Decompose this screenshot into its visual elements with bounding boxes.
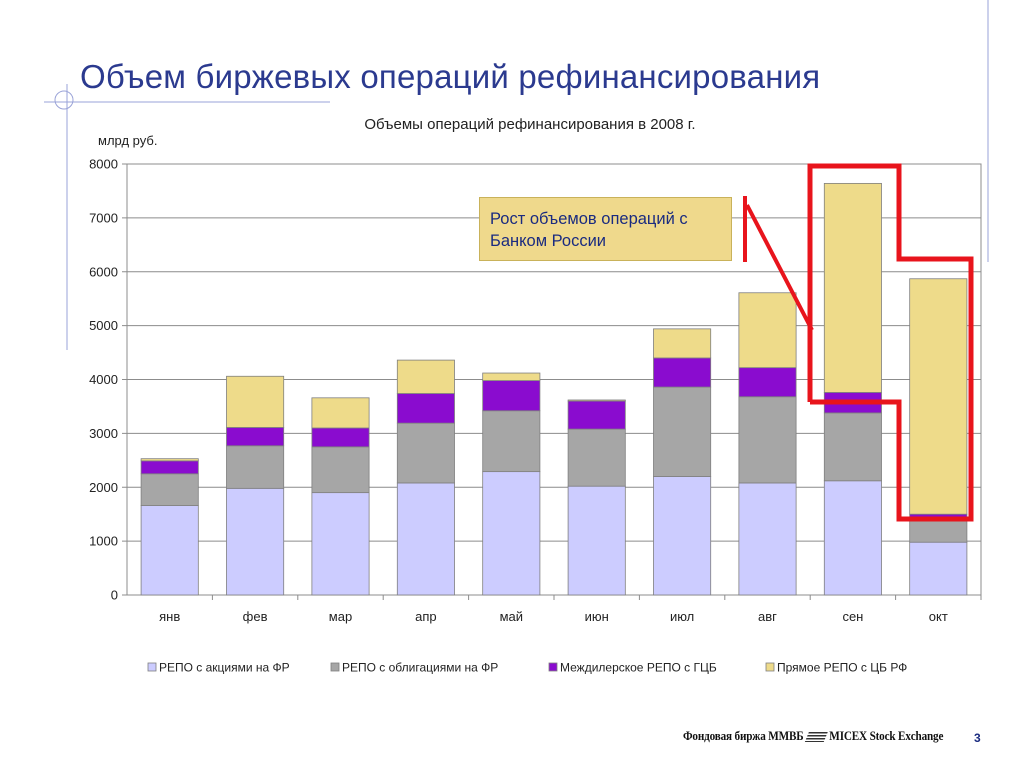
bar-segment xyxy=(823,480,882,596)
bar-segment xyxy=(226,487,285,596)
bar-segment xyxy=(823,182,882,393)
bar-segment xyxy=(482,471,541,596)
callout-pointer xyxy=(745,204,814,331)
bar-segment xyxy=(140,458,199,462)
bar-layer xyxy=(140,182,968,596)
bar-segment xyxy=(140,473,199,506)
y-tick-label: 2000 xyxy=(89,480,118,495)
legend-swatch xyxy=(765,662,775,672)
bar-segment xyxy=(311,492,370,596)
bar-segment xyxy=(311,446,370,494)
x-tick-label: июн xyxy=(585,609,609,624)
legend-swatch xyxy=(548,662,558,672)
logo-text-left: Фондовая биржа ММВБ xyxy=(683,728,804,743)
bar-segment xyxy=(738,367,797,398)
y-tick-label: 1000 xyxy=(89,534,118,549)
exchange-logo: Фондовая биржа ММВБ MICEX Stock Exchange xyxy=(683,728,943,744)
axis-layer: 0 1000 2000 3000 4000 5000 6000 7000 8000 янв фев м… xyxy=(89,157,982,624)
bar-segment xyxy=(482,372,541,381)
bar-segment xyxy=(482,380,541,412)
callout-box: Рост объемов операций с Банком России xyxy=(479,197,732,261)
bar-segment xyxy=(653,476,712,596)
y-tick-label: 0 xyxy=(111,588,118,603)
bar-segment xyxy=(909,278,968,515)
slide-title: Объем биржевых операций рефинансирования xyxy=(80,58,821,95)
logo-wave-icon xyxy=(804,732,828,743)
bar-segment xyxy=(396,393,455,424)
y-tick-label: 8000 xyxy=(89,157,118,172)
bar-segment xyxy=(396,359,455,394)
legend-label: РЕПО с акциями на ФР xyxy=(159,661,290,675)
x-tick-label: май xyxy=(500,609,523,624)
bar-segment xyxy=(311,397,370,429)
bar-segment xyxy=(226,445,285,489)
bar-segment xyxy=(396,422,455,484)
bar-segment xyxy=(738,396,797,484)
bar-segment xyxy=(482,410,541,473)
legend-layer: РЕПО с акциями на ФР РЕПО с облигациями н… xyxy=(147,661,907,675)
bar-segment xyxy=(567,400,626,430)
bar-segment xyxy=(653,357,712,388)
x-tick-label: авг xyxy=(758,609,777,624)
bar-segment xyxy=(567,428,626,487)
y-tick-label: 6000 xyxy=(89,264,118,279)
bar-segment xyxy=(909,541,968,596)
x-tick-label: июл xyxy=(670,609,694,624)
bar-segment xyxy=(226,375,285,428)
y-tick-label: 4000 xyxy=(89,372,118,387)
legend-swatch xyxy=(147,662,157,672)
logo-text-right: MICEX Stock Exchange xyxy=(829,728,944,743)
bar-segment xyxy=(909,520,968,543)
x-tick-label: апр xyxy=(415,609,437,624)
bar-segment xyxy=(396,482,455,596)
y-tick-label: 3000 xyxy=(89,426,118,441)
bar-segment xyxy=(140,460,199,475)
x-tick-label: окт xyxy=(929,609,948,624)
bar-segment xyxy=(653,328,712,359)
y-tick-label: 7000 xyxy=(89,210,118,225)
page-number: 3 xyxy=(974,731,981,745)
y-tick-label: 5000 xyxy=(89,318,118,333)
legend-label: Прямое РЕПО с ЦБ РФ xyxy=(777,661,907,675)
bar-segment xyxy=(226,427,285,447)
x-tick-label: янв xyxy=(159,609,180,624)
legend-label: РЕПО с облигациями на ФР xyxy=(342,661,498,675)
legend-label: Междилерское РЕПО с ГЦБ xyxy=(560,661,717,675)
x-tick-label: сен xyxy=(842,609,863,624)
bar-segment xyxy=(567,485,626,596)
highlight-layer xyxy=(743,163,974,522)
bar-segment xyxy=(653,386,712,477)
chart-title: Объемы операций рефинансирования в 2008 … xyxy=(364,116,696,133)
highlight-outline xyxy=(807,163,974,522)
bar-segment xyxy=(738,482,797,596)
bar-segment xyxy=(738,292,797,369)
bar-segment xyxy=(567,399,626,402)
x-tick-label: фев xyxy=(243,609,268,624)
y-axis-units: млрд руб. xyxy=(98,133,158,148)
legend-swatch xyxy=(330,662,340,672)
bar-segment xyxy=(823,412,882,482)
bar-segment xyxy=(311,427,370,448)
bar-segment xyxy=(140,505,199,596)
x-tick-label: мар xyxy=(329,609,352,624)
